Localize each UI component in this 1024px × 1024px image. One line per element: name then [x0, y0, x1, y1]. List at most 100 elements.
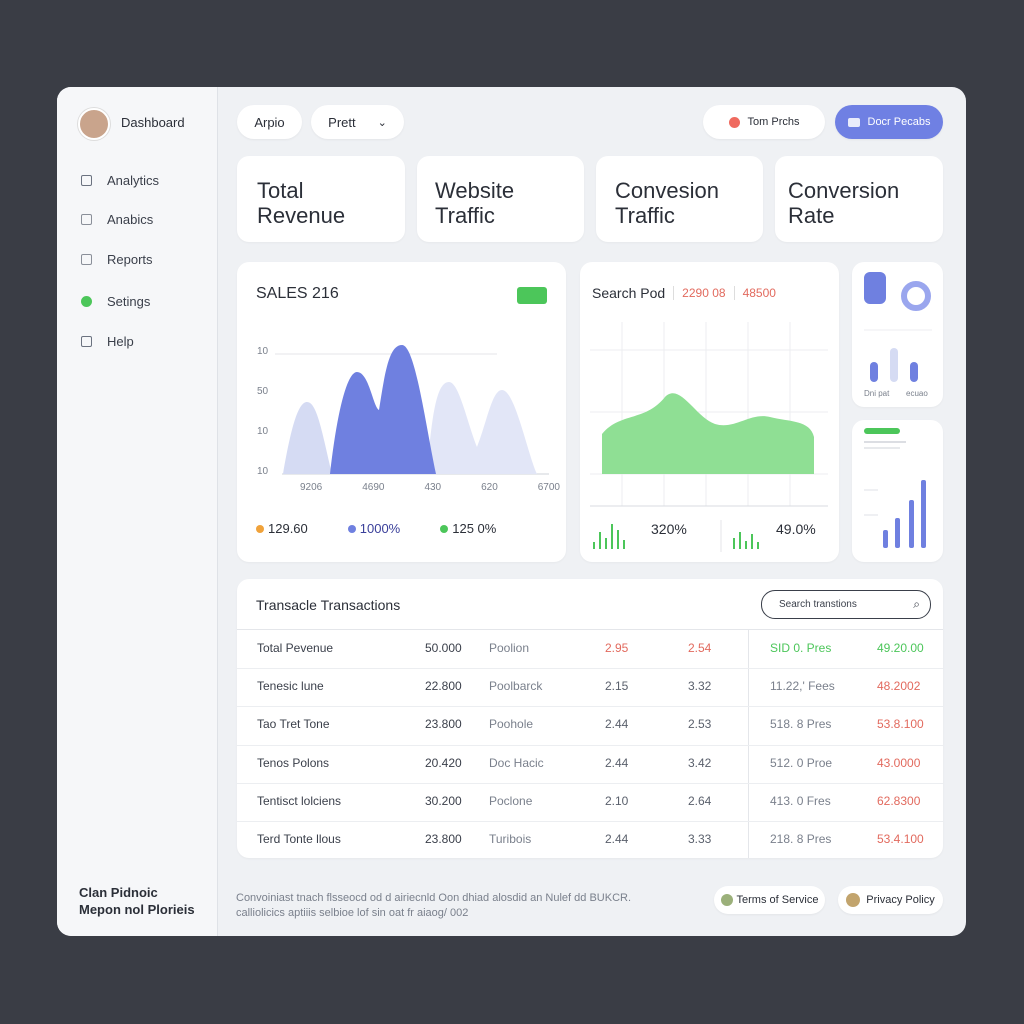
- table-cell: Poolbarck: [489, 679, 543, 694]
- nav-item: Reports: [107, 252, 153, 267]
- transactions-title: Transacle Transactions: [256, 597, 401, 613]
- grid: [590, 322, 828, 506]
- y-label: 10: [257, 346, 269, 357]
- table-divider: [237, 629, 943, 630]
- table-cell: 20.420: [425, 755, 462, 770]
- footer-line: Convoiniast tnach flsseocd od d airiecnl…: [236, 892, 632, 904]
- stat-dot: [440, 524, 449, 533]
- footer-link[interactable]: Terms of Service: [714, 886, 825, 914]
- area: [283, 402, 332, 474]
- dropdown-label: Prett: [328, 114, 356, 130]
- row-divider: [237, 821, 943, 822]
- table-cell: 30.200: [425, 793, 462, 808]
- primary-button[interactable]: Docr Pecabs: [835, 105, 943, 139]
- sidebar-footer-line: Clan Pidnoic: [79, 885, 158, 900]
- spark-bars: [593, 524, 759, 549]
- kpi-card: Total Revenue: [237, 156, 405, 242]
- y-label: 10: [257, 466, 269, 477]
- stat-dot: [256, 524, 264, 533]
- search-stat: 320%: [651, 521, 687, 537]
- mini-chart: [864, 272, 932, 382]
- table-cell: 23.800: [425, 832, 462, 846]
- stat-value: 1000%: [359, 521, 401, 536]
- link-icon: [720, 894, 733, 906]
- stat: 125 0%: [440, 521, 496, 536]
- nav-item: Anabics: [107, 212, 154, 227]
- row-divider: [237, 744, 943, 746]
- stat-dot: [347, 524, 356, 533]
- kpi-card: Conversion Rate: [775, 156, 943, 242]
- dropdown[interactable]: Prett ⌄: [311, 105, 404, 139]
- table-cell: Total Pevenue: [257, 641, 334, 655]
- nav-icon: [81, 336, 92, 347]
- nav-icon: [81, 254, 92, 265]
- transactions-card: [237, 579, 943, 858]
- search-placeholder: Search transtions: [779, 599, 857, 610]
- row-divider: [237, 706, 943, 708]
- stat: 1000%: [347, 521, 401, 536]
- brand: Dashboard: [121, 115, 185, 130]
- nav-item: Analytics: [107, 173, 160, 188]
- nav-item: Help: [107, 334, 134, 349]
- avatar: [78, 108, 110, 140]
- user-pill[interactable]: Tom Prchs: [703, 105, 825, 139]
- stat: 129.60: [256, 521, 308, 536]
- table-cell: 43.0000: [877, 755, 921, 770]
- table-cell: Tentisct lolciens: [257, 793, 342, 808]
- kpi-title: Total Revenue: [257, 178, 346, 228]
- table-cell: 2.44: [605, 755, 629, 770]
- kpi-title: Conversion Rate: [788, 178, 900, 228]
- tab[interactable]: Arpio: [237, 105, 302, 139]
- mini-label: Dni pat: [864, 389, 890, 398]
- nav-icon: [81, 296, 92, 307]
- link-label: Terms of Service: [736, 894, 819, 906]
- y-label: 10: [257, 426, 269, 437]
- table-cell: 2.15: [605, 679, 629, 694]
- search-value: 48500: [733, 286, 776, 300]
- table-cell: 512. 0 Proe: [770, 755, 833, 770]
- search-chart: [590, 322, 828, 552]
- area: [602, 393, 814, 474]
- x-label: 9206: [300, 482, 323, 493]
- table-cell: 3.33: [688, 832, 712, 846]
- table-cell: Poclone: [489, 793, 533, 808]
- search-header: Search Pod 2290 08 48500: [592, 285, 776, 301]
- table-cell: 49.20.00: [877, 641, 924, 655]
- stat-value: 129.60: [268, 521, 308, 536]
- table-cell: Poohole: [489, 717, 534, 732]
- x-label: 620: [481, 482, 498, 493]
- footer-link[interactable]: Privacy Policy: [838, 886, 943, 914]
- table-cell: 413. 0 Fres: [770, 793, 831, 808]
- table-cell: 53.8.100: [877, 717, 924, 732]
- table-cell: 218. 8 Pres: [770, 832, 832, 846]
- x-label: 4690: [362, 482, 385, 493]
- footer-line: calliolicics aptiiis selbioe lof sin oat…: [236, 907, 469, 919]
- table-cell: Tenos Polons: [257, 755, 330, 770]
- search-title: Search Pod: [592, 285, 666, 301]
- table-cell: 2.10: [605, 793, 629, 808]
- button-label: Docr Pecabs: [867, 116, 931, 128]
- button-icon: [847, 117, 860, 127]
- table-cell: Tenesic lune: [257, 679, 324, 694]
- sidebar: [57, 87, 218, 936]
- search-stat: 49.0%: [776, 521, 816, 537]
- stat-value: 125 0%: [452, 521, 497, 536]
- sales-title: SALES 216: [256, 285, 339, 302]
- search-box[interactable]: Search transtions ⌕: [761, 590, 931, 619]
- badge: [517, 287, 547, 304]
- link-label: Privacy Policy: [866, 894, 935, 906]
- table-cell: 2.64: [688, 793, 712, 808]
- kpi-title: Website Traffic: [435, 178, 515, 228]
- mini-chart: [864, 428, 926, 548]
- sales-stats: 129.60 1000% 125 0%: [256, 521, 556, 536]
- table-cell: 518. 8 Pres: [770, 717, 832, 732]
- table-cell: 11.22,' Fees: [770, 679, 835, 694]
- sidebar-footer: Clan Pidnoic Mepon nol Plorieis: [79, 884, 195, 918]
- kpi-card: Convesion Traffic: [596, 156, 763, 242]
- chevron: ⌄: [377, 116, 387, 129]
- table-cell: Doc Hacic: [489, 755, 544, 770]
- x-label: 430: [424, 482, 442, 493]
- user-name: Tom Prchs: [747, 116, 800, 128]
- table-cell: 2.54: [688, 641, 712, 655]
